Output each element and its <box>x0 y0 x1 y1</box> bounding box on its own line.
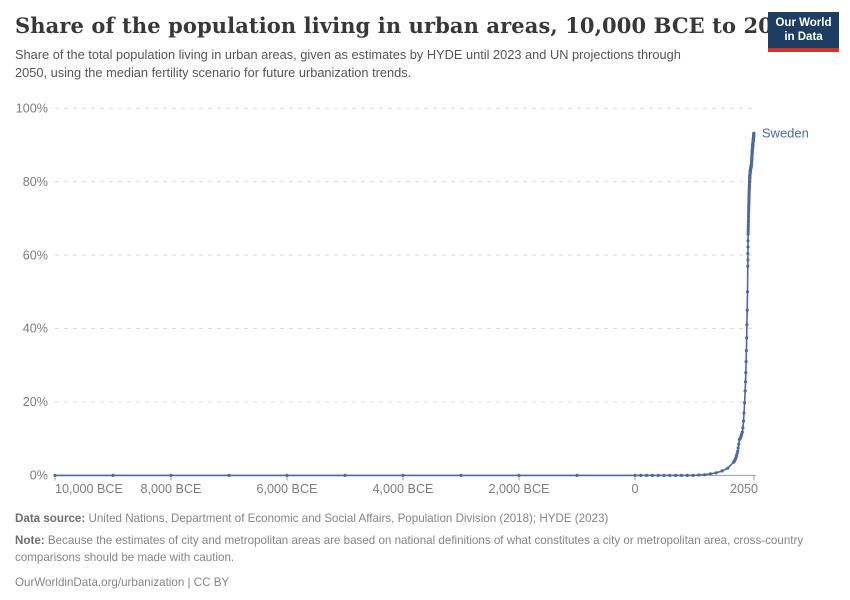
owid-logo[interactable]: Our World in Data <box>768 12 839 52</box>
chart-canvas: 0% 20% 40% 60% 80% 100% 10,000 BCE 8,000 BCE 6,0… <box>16 101 809 496</box>
data-point[interactable] <box>645 473 649 477</box>
chart-subtitle: Share of the total population living in … <box>15 47 681 80</box>
x-axis-label-4,000 BCE: 4,000 BCE <box>373 482 434 496</box>
data-point[interactable] <box>656 473 660 477</box>
data-point[interactable] <box>697 473 701 477</box>
data-point[interactable] <box>752 131 756 135</box>
x-axis-label-2050: 2050 <box>730 482 758 496</box>
data-point[interactable] <box>737 442 741 446</box>
note-row: Note: Because the estimates of city and … <box>15 533 837 566</box>
data-point[interactable] <box>744 349 749 353</box>
data-point[interactable] <box>747 210 751 214</box>
data-point[interactable] <box>747 207 751 211</box>
data-point[interactable] <box>708 472 713 476</box>
data-point[interactable] <box>227 473 231 477</box>
data-point[interactable] <box>745 290 750 294</box>
data-point[interactable] <box>740 430 744 434</box>
y-axis-label-100%: 100% <box>16 101 48 115</box>
data-point[interactable] <box>401 473 405 477</box>
data-source-row: Data source: United Nations, Department … <box>15 511 837 527</box>
data-point[interactable] <box>575 473 579 477</box>
data-point[interactable] <box>53 473 57 477</box>
data-point[interactable] <box>746 215 751 219</box>
data-point[interactable] <box>639 473 643 477</box>
y-axis-label-60%: 60% <box>23 248 48 262</box>
data-point[interactable] <box>741 426 745 430</box>
data-point[interactable] <box>720 469 724 473</box>
data-point[interactable] <box>111 473 115 477</box>
chart-footer: Data source: United Nations, Department … <box>15 511 837 598</box>
note-text: Because the estimates of city and metrop… <box>15 534 804 564</box>
chart-header: Share of the population living in urban … <box>15 13 803 82</box>
data-source-label: Data source: <box>15 512 86 525</box>
data-source-text: United Nations, Department of Economic a… <box>88 512 609 525</box>
data-point[interactable] <box>745 308 749 312</box>
data-point[interactable] <box>746 245 750 249</box>
series-label-sweden[interactable]: Sweden <box>762 126 809 141</box>
data-point[interactable] <box>746 217 751 222</box>
data-point[interactable] <box>747 193 751 197</box>
data-point[interactable] <box>741 419 746 423</box>
data-point[interactable] <box>674 473 678 477</box>
data-point[interactable] <box>746 225 750 229</box>
data-point[interactable] <box>736 446 740 450</box>
x-axis-label-6,000 BCE: 6,000 BCE <box>257 482 318 496</box>
data-point[interactable] <box>746 264 750 268</box>
data-point[interactable] <box>633 473 637 477</box>
y-axis-label-40%: 40% <box>23 322 48 336</box>
data-point[interactable] <box>743 389 747 393</box>
owid-logo-line1: Our World <box>775 17 832 29</box>
data-point[interactable] <box>744 371 748 375</box>
data-point[interactable] <box>746 230 750 234</box>
data-point[interactable] <box>742 411 746 415</box>
x-axis-label-10,000 BCE: 10,000 BCE <box>55 482 123 496</box>
y-axis-label-80%: 80% <box>23 175 48 189</box>
data-point[interactable] <box>736 449 740 453</box>
data-point[interactable] <box>343 473 347 477</box>
data-point[interactable] <box>747 201 751 205</box>
data-point[interactable] <box>743 401 747 405</box>
data-point[interactable] <box>517 473 521 477</box>
data-point[interactable] <box>714 471 718 475</box>
data-point[interactable] <box>685 473 689 477</box>
chart-title: Share of the population living in urban … <box>15 13 803 38</box>
data-point[interactable] <box>746 220 751 224</box>
note-label: Note: <box>15 534 45 548</box>
data-point[interactable] <box>703 473 707 477</box>
data-point[interactable] <box>746 258 750 262</box>
data-point[interactable] <box>746 227 750 231</box>
data-point[interactable] <box>743 380 748 384</box>
data-point[interactable] <box>746 223 750 227</box>
data-point[interactable] <box>459 473 463 477</box>
data-point[interactable] <box>679 473 684 477</box>
data-point[interactable] <box>691 473 695 477</box>
data-point[interactable] <box>726 466 730 470</box>
data-point[interactable] <box>747 212 751 216</box>
license-line[interactable]: OurWorldinData.org/urbanization | CC BY <box>15 576 230 590</box>
data-point[interactable] <box>746 252 750 256</box>
series-line-sweden[interactable] <box>55 133 755 477</box>
data-point[interactable] <box>285 473 289 477</box>
data-point[interactable] <box>745 336 749 340</box>
data-point[interactable] <box>662 473 666 477</box>
x-axis-label-8,000 BCE: 8,000 BCE <box>141 482 202 496</box>
owid-logo-line2: in Data <box>784 30 823 43</box>
y-axis-label-0%: 0% <box>30 469 48 483</box>
x-axis-label-2,000 BCE: 2,000 BCE <box>489 482 550 496</box>
data-point[interactable] <box>745 323 749 327</box>
y-axis-label-20%: 20% <box>23 395 48 409</box>
data-point[interactable] <box>650 473 655 477</box>
x-axis-label-0: 0 <box>631 482 638 496</box>
data-point[interactable] <box>746 232 750 236</box>
series-sweden[interactable] <box>53 131 756 477</box>
data-point[interactable] <box>746 239 750 243</box>
data-point[interactable] <box>744 360 748 364</box>
data-point[interactable] <box>169 473 173 477</box>
data-point[interactable] <box>668 473 672 477</box>
data-point[interactable] <box>735 452 739 456</box>
